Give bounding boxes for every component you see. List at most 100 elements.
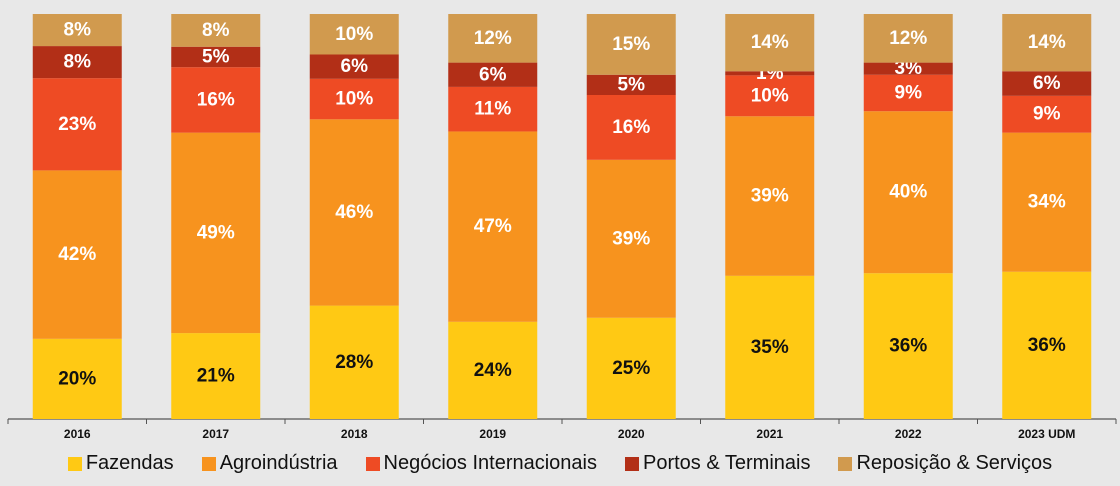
data-label: 42% — [58, 244, 96, 265]
bar-segment — [448, 131, 538, 322]
bar-segment — [448, 62, 538, 87]
bar-segment — [863, 273, 953, 419]
bar-segment — [1002, 71, 1092, 96]
legend-swatch — [365, 456, 380, 471]
legend-swatch — [625, 456, 639, 471]
data-label: 9% — [895, 82, 923, 103]
bar-segment — [725, 14, 815, 72]
bar-segment — [171, 132, 261, 334]
bar-segment — [586, 159, 676, 318]
data-label: 10% — [335, 89, 373, 110]
data-label: 36% — [1028, 335, 1066, 356]
bar-segment — [309, 305, 399, 419]
data-label: 25% — [612, 358, 650, 379]
legend-label: Negócios Internacionais — [383, 452, 597, 474]
bar-segment — [448, 14, 538, 63]
legend-swatch — [67, 456, 82, 471]
data-label: 5% — [618, 74, 646, 95]
x-tick-label: 2016 — [64, 427, 91, 441]
x-tick-label: 2020 — [618, 427, 645, 441]
bar-segment — [1002, 95, 1092, 133]
legend-label: Reposição & Serviços — [856, 452, 1053, 474]
bar-segment — [586, 95, 676, 160]
x-tick-label: 2018 — [341, 427, 368, 441]
bar-segment — [863, 74, 953, 112]
stacked-bar-chart: 20% 42% 23% 8% 8% 2016 21% 49% 16% 5% 8% 2017 28% 46%… — [7, 14, 1117, 441]
bar-segment — [863, 14, 953, 63]
legend-label: Agroindústria — [219, 452, 338, 474]
legend-label: Fazendas — [85, 452, 174, 474]
bar-segment — [1002, 14, 1092, 72]
legend-label: Portos & Terminais — [643, 452, 811, 474]
bar-segment — [309, 14, 399, 55]
legend-item: Reposição & Serviços — [838, 452, 1052, 475]
bar-segment — [1002, 132, 1092, 272]
data-label: 15% — [612, 34, 650, 55]
bar-segment — [32, 46, 122, 79]
legend-item: Portos & Terminais — [625, 452, 810, 475]
bar-segment — [32, 14, 122, 47]
bar-segment — [171, 67, 261, 133]
data-label: 14% — [751, 32, 789, 53]
bar-segment — [863, 62, 953, 75]
legend: Fazendas Agroindústria Negócios Internacio… — [0, 452, 1120, 475]
data-label: 16% — [197, 89, 235, 110]
bar-segment — [309, 119, 399, 306]
data-label: 6% — [1033, 73, 1061, 94]
legend-swatch — [838, 456, 853, 471]
data-label: 5% — [202, 46, 230, 67]
bar-segment — [309, 78, 399, 120]
data-label: 21% — [197, 366, 235, 387]
bar-segment — [32, 78, 122, 171]
x-tick-label: 2023 UDM — [1018, 427, 1075, 441]
bar-segment — [586, 74, 676, 95]
data-label: 10% — [751, 85, 789, 106]
data-label: 11% — [474, 99, 511, 120]
data-label: 46% — [335, 202, 373, 223]
x-tick-label: 2021 — [756, 427, 783, 441]
data-label: 9% — [1033, 104, 1061, 125]
legend-item: Negócios Internacionais — [365, 452, 597, 475]
bar-segment — [586, 317, 676, 419]
legend-swatch — [201, 456, 216, 471]
data-label: 20% — [58, 368, 96, 389]
data-label: 34% — [1028, 192, 1066, 213]
data-label: 39% — [612, 228, 650, 249]
bar-segment — [725, 71, 815, 76]
bar-segment — [863, 111, 953, 274]
bar-segment — [171, 333, 261, 419]
data-label: 47% — [474, 216, 512, 237]
bar-segment — [725, 75, 815, 117]
data-label: 39% — [751, 186, 789, 207]
bar-segment — [725, 275, 815, 419]
bar-segment — [32, 170, 122, 339]
bar-segment — [309, 54, 399, 79]
data-label: 8% — [64, 52, 92, 73]
data-label: 40% — [889, 182, 927, 203]
data-label: 8% — [64, 20, 92, 41]
x-tick-label: 2022 — [895, 427, 922, 441]
legend-item: Agroindústria — [201, 452, 338, 475]
legend-item: Fazendas — [67, 452, 174, 475]
data-label: 23% — [58, 114, 96, 135]
data-label: 12% — [474, 28, 512, 49]
data-label: 8% — [202, 20, 230, 41]
bar-segment — [448, 86, 538, 132]
data-label: 14% — [1028, 32, 1066, 53]
bar-segment — [32, 338, 122, 419]
x-tick-label: 2017 — [202, 427, 229, 441]
data-label: 6% — [341, 56, 369, 77]
bar-segment — [586, 14, 676, 75]
data-label: 28% — [335, 352, 373, 373]
data-label: 35% — [751, 337, 789, 358]
bar-segment — [1002, 271, 1092, 419]
bar-segment — [171, 46, 261, 68]
data-label: 16% — [612, 117, 650, 138]
data-label: 36% — [889, 336, 927, 357]
data-label: 49% — [197, 222, 235, 243]
data-label: 10% — [335, 24, 373, 45]
bar-segment — [725, 116, 815, 276]
data-label: 6% — [479, 64, 507, 85]
data-label: 12% — [889, 28, 927, 49]
data-label: 3% — [895, 58, 923, 79]
